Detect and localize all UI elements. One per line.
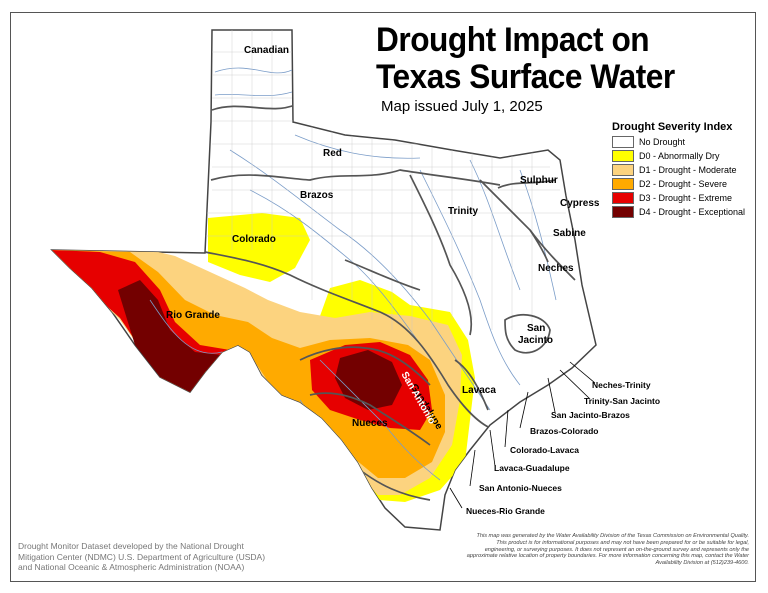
legend-title: Drought Severity Index (612, 121, 733, 133)
coastal-label-colorado-lavaca: Colorado-Lavaca (510, 445, 579, 455)
legend-swatch (612, 150, 634, 162)
basin-label-sabine: Sabine (553, 228, 586, 239)
legend-item-d1: D1 - Drought - Moderate (612, 163, 752, 177)
coastal-label-lavaca-guadalupe: Lavaca-Guadalupe (494, 463, 570, 473)
legend-item-d2: D2 - Drought - Severe (612, 177, 752, 191)
county-grid (205, 30, 572, 340)
legend-item-d0: D0 - Abnormally Dry (612, 149, 752, 163)
basin-label-nueces: Nueces (352, 418, 388, 429)
legend-swatch (612, 164, 634, 176)
legend: Drought Severity Index No Drought D0 - A… (612, 121, 752, 219)
drought-d4-west (118, 280, 222, 392)
title-line-1: Drought Impact on (376, 21, 650, 59)
coastal-label-san-jacinto-brazos: San Jacinto-Brazos (551, 410, 630, 420)
basin-label-red: Red (323, 148, 342, 159)
basin-label-cypress: Cypress (560, 198, 600, 209)
coastal-label-trinity-san-jacinto: Trinity-San Jacinto (584, 396, 661, 406)
legend-label: D0 - Abnormally Dry (639, 151, 720, 161)
coastal-label-brazos-colorado: Brazos-Colorado (530, 426, 599, 436)
legend-label: No Drought (639, 137, 686, 147)
basin-label-san-jacinto-2: Jacinto (518, 335, 554, 346)
issued-date: Map issued July 1, 2025 (381, 98, 543, 115)
drought-d4-central (335, 350, 402, 410)
legend-label: D2 - Drought - Severe (639, 179, 728, 189)
basin-label-neches: Neches (538, 263, 574, 274)
basin-label-colorado: Colorado (232, 234, 276, 245)
title-line-2: Texas Surface Water (376, 58, 675, 96)
basin-label-lavaca: Lavaca (462, 385, 496, 396)
data-credit: Drought Monitor Dataset developed by the… (18, 541, 266, 572)
basin-label-brazos: Brazos (300, 190, 334, 201)
basin-label-san-jacinto-1: San (527, 323, 546, 334)
basin-label-trinity: Trinity (448, 206, 479, 217)
drought-d0-west (208, 213, 310, 282)
basin-label-rio-grande: Rio Grande (166, 310, 220, 321)
legend-swatch (612, 178, 634, 190)
basin-boundaries (204, 104, 576, 501)
coastal-label-san-antonio-nueces: San Antonio-Nueces (479, 483, 562, 493)
coastal-label-neches-trinity: Neches-Trinity (592, 380, 651, 390)
legend-item-d3: D3 - Drought - Extreme (612, 191, 752, 205)
legend-swatch (612, 136, 634, 148)
legend-swatch (612, 206, 634, 218)
map-title: Drought Impact on Texas Surface Water (376, 22, 692, 96)
legend-label: D3 - Drought - Extreme (639, 193, 733, 203)
legend-item-d4: D4 - Drought - Exceptional (612, 205, 752, 219)
legend-swatch (612, 192, 634, 204)
coastal-label-nueces-rio-grande: Nueces-Rio Grande (466, 506, 545, 516)
basin-label-sulphur: Sulphur (520, 175, 558, 186)
legend-label: D4 - Drought - Exceptional (639, 207, 746, 217)
legend-label: D1 - Drought - Moderate (639, 165, 737, 175)
disclaimer: This map was generated by the Water Avai… (466, 533, 749, 567)
leader-lines (449, 361, 596, 509)
legend-item-no-drought: No Drought (612, 135, 752, 149)
basin-label-canadian: Canadian (244, 45, 290, 56)
